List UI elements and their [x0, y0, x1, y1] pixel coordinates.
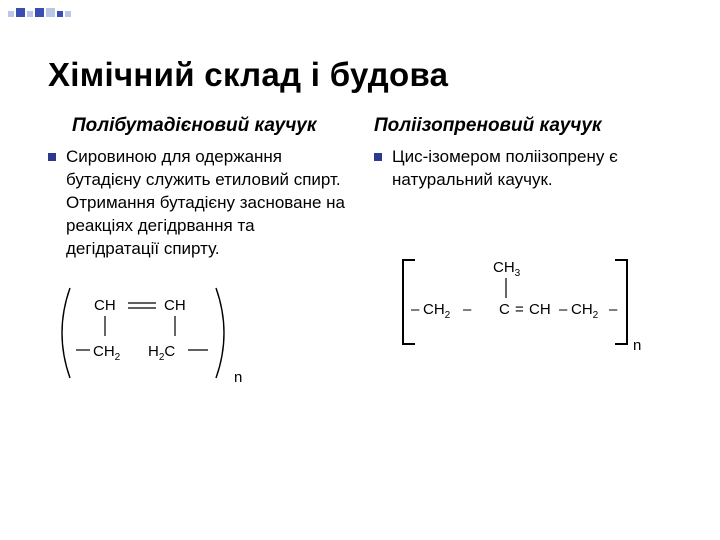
deco-square — [16, 8, 25, 17]
left-bullet-row: Сировиною для одержання бутадієну служит… — [48, 146, 346, 261]
polybutadiene-formula-svg: CH CH CH2 H2C n — [48, 278, 248, 388]
dash-1: – — [411, 301, 420, 318]
left-bullet-text: Сировиною для одержання бутадієну служит… — [66, 146, 346, 261]
subscript-n-right: n — [633, 337, 641, 354]
dash-4: – — [609, 301, 618, 318]
content-columns: Полібутадієновий каучук Сировиною для од… — [48, 114, 672, 388]
dash-3: – — [559, 301, 568, 318]
chem-h2c: H2C — [148, 343, 175, 363]
right-subheading: Поліізопреновий каучук — [374, 114, 672, 138]
left-paren — [62, 288, 70, 378]
left-subheading: Полібутадієновий каучук — [72, 114, 346, 138]
bullet-square-icon — [374, 153, 382, 161]
right-formula: CH3 – CH2 – C = CH – CH2 – n — [374, 252, 672, 362]
deco-square — [65, 11, 71, 17]
deco-square — [35, 8, 44, 17]
slide-body: Хімічний склад і будова Полібутадієновий… — [0, 0, 720, 408]
chem-eq: = — [515, 301, 524, 318]
left-formula: CH CH CH2 H2C n — [48, 278, 346, 388]
slide-title: Хімічний склад і будова — [48, 56, 672, 94]
deco-square — [46, 8, 55, 17]
polyisoprene-formula-svg: CH3 – CH2 – C = CH – CH2 – n — [393, 252, 653, 362]
chem-ch-1: CH — [94, 297, 116, 314]
right-bullet-text: Цис-ізомером поліізопрену є натуральний … — [392, 146, 672, 192]
right-column: Поліізопреновий каучук Цис-ізомером полі… — [374, 114, 672, 388]
chem-ch-2: CH — [164, 297, 186, 314]
left-column: Полібутадієновий каучук Сировиною для од… — [48, 114, 346, 388]
chem-ch2-left: CH2 — [423, 301, 451, 321]
subscript-n: n — [234, 369, 242, 386]
bullet-square-icon — [48, 153, 56, 161]
chem-c: C — [499, 301, 510, 318]
deco-square — [27, 11, 33, 17]
deco-square — [57, 11, 63, 17]
deco-square — [8, 11, 14, 17]
chem-ch: CH — [529, 301, 551, 318]
chem-ch2-right: CH2 — [571, 301, 599, 321]
decoration-squares — [8, 8, 71, 17]
right-bullet-row: Цис-ізомером поліізопрену є натуральний … — [374, 146, 672, 192]
dash-2: – — [463, 301, 472, 318]
chem-ch3: CH3 — [493, 259, 521, 279]
chem-ch2a: CH2 — [93, 343, 121, 363]
right-paren — [216, 288, 224, 378]
